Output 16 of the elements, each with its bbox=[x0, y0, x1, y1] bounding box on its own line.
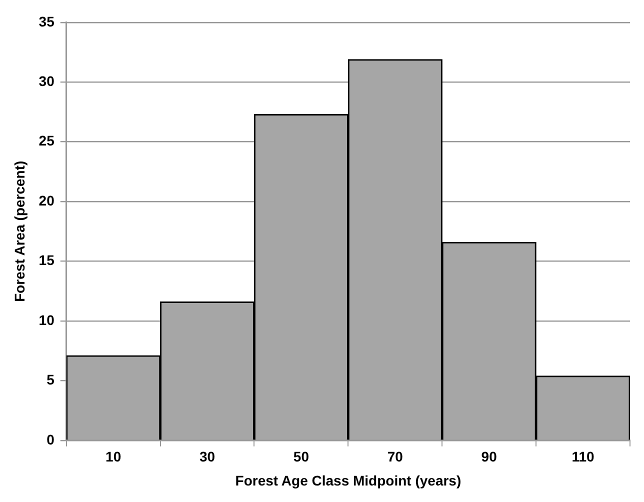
y-tick-label: 5 bbox=[46, 372, 55, 388]
y-tick-label: 25 bbox=[38, 132, 55, 149]
y-tick-label: 30 bbox=[38, 72, 55, 89]
x-tick-label: 50 bbox=[293, 448, 310, 465]
x-tick-label: 30 bbox=[199, 448, 216, 465]
y-axis-title: Forest Area (percent) bbox=[11, 160, 28, 302]
y-tick-label: 0 bbox=[46, 431, 55, 448]
y-tick-label: 15 bbox=[38, 252, 55, 268]
x-tick-label: 90 bbox=[481, 448, 498, 465]
x-tick-label: 70 bbox=[387, 448, 404, 465]
y-tick-label: 35 bbox=[38, 13, 55, 30]
x-axis-title: Forest Age Class Midpoint (years) bbox=[235, 472, 462, 488]
y-tick-label: 10 bbox=[38, 312, 55, 328]
x-tick-label: 110 bbox=[572, 448, 595, 465]
x-tick-label: 10 bbox=[106, 448, 122, 465]
y-tick-label: 20 bbox=[38, 192, 55, 208]
